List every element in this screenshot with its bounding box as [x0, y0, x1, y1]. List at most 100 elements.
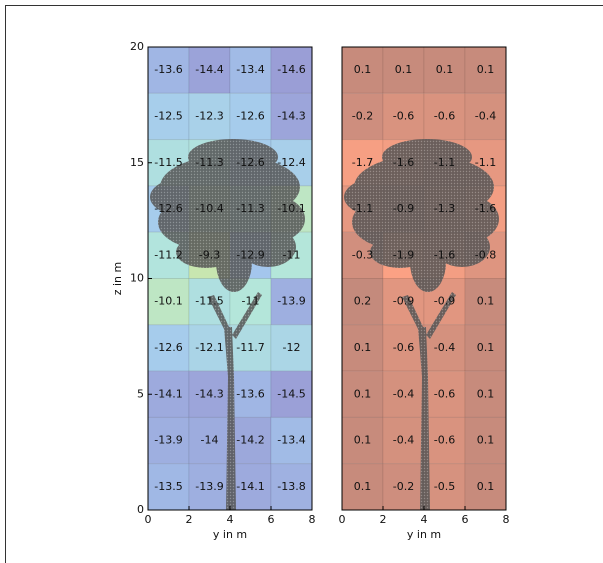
cell-label: -0.6 [393, 341, 414, 354]
heatmap-cell [188, 46, 231, 94]
cell-label: -0.6 [434, 109, 455, 122]
cell-label: -1.1 [352, 202, 373, 215]
cell-label: -0.6 [434, 434, 455, 447]
heatmap-cell [270, 463, 313, 511]
cell-label: -0.4 [393, 387, 414, 400]
cell-label: -1.6 [393, 156, 414, 169]
cell-label: -14.4 [195, 63, 223, 76]
cell-label: -14.6 [277, 63, 305, 76]
cell-label: -14.2 [236, 434, 264, 447]
heatmap-cell [464, 278, 507, 326]
cell-label: -12.1 [195, 341, 223, 354]
x-axis-label: y in m [213, 528, 247, 541]
heatmap-cell [464, 416, 507, 465]
cell-label: -13.8 [277, 480, 305, 493]
cell-label: -1.9 [393, 248, 414, 261]
heatmap-cell [464, 324, 507, 372]
heatmap-cell [341, 278, 384, 326]
x-tick-label: 2 [186, 513, 193, 526]
cell-label: 0.1 [354, 434, 372, 447]
cell-label: 0.1 [354, 480, 372, 493]
heatmap-cell [147, 278, 190, 326]
heatmap-cell [464, 370, 507, 418]
heatmap-cell [147, 370, 190, 418]
frame [5, 5, 603, 563]
cell-label: -13.4 [236, 63, 264, 76]
cell-label: 0.1 [477, 63, 495, 76]
cell-label: -12.4 [277, 156, 305, 169]
cell-label: -0.9 [434, 295, 455, 308]
cell-label: -13.6 [236, 387, 264, 400]
cell-label: -12 [283, 341, 301, 354]
cell-label: -13.9 [154, 434, 182, 447]
y-tick-label: 0 [137, 503, 144, 516]
cell-label: 0.1 [395, 63, 413, 76]
heatmap-cell [341, 463, 384, 511]
cell-label: -1.6 [434, 248, 455, 261]
cell-label: -10.1 [154, 295, 182, 308]
heatmap-cell [147, 324, 190, 372]
y-axis-label: z in m [111, 262, 124, 296]
cell-label: -11.5 [195, 295, 223, 308]
x-tick-label: 8 [503, 513, 510, 526]
heatmap-cell [341, 324, 384, 372]
cell-label: -1.3 [434, 202, 455, 215]
cell-label: -14.3 [277, 109, 305, 122]
heatmap-cell [382, 46, 425, 94]
heatmap-cell [341, 416, 384, 465]
cell-label: 0.1 [477, 341, 495, 354]
cell-label: -11.2 [154, 248, 182, 261]
panels: -13.6 -14.4 -13.4 -14.6 -12.5 -12.3 -12.6 -14.3… [111, 40, 510, 541]
heatmap-cell [270, 416, 313, 465]
heatmap-cell [341, 46, 384, 94]
cell-label: 0.1 [436, 63, 454, 76]
cell-label: -12.6 [236, 156, 264, 169]
cell-label: -9.3 [199, 248, 220, 261]
cell-label: -0.8 [475, 248, 496, 261]
cell-label: -10.1 [277, 202, 305, 215]
x-tick-label: 2 [380, 513, 387, 526]
cell-label: -1.1 [434, 156, 455, 169]
cell-label: -14.1 [236, 480, 264, 493]
heatmap-cell [341, 370, 384, 418]
cell-label: -14.1 [154, 387, 182, 400]
cell-label: -0.9 [393, 295, 414, 308]
cell-label: -12.3 [195, 109, 223, 122]
cell-label: -14.3 [195, 387, 223, 400]
heatmap-cell [270, 324, 313, 372]
cell-label: -0.6 [434, 387, 455, 400]
cell-label: 0.1 [354, 387, 372, 400]
cell-label: -1.1 [475, 156, 496, 169]
cell-label: 0.1 [477, 295, 495, 308]
cell-label: -0.9 [393, 202, 414, 215]
heatmap-cell [188, 324, 231, 372]
heatmap-cell [382, 324, 425, 372]
heatmap-cell [229, 416, 272, 465]
cell-label: -14 [201, 434, 219, 447]
cell-label: -0.6 [393, 109, 414, 122]
x-tick-label: 6 [462, 513, 469, 526]
cell-label: -11 [242, 295, 260, 308]
cell-label: -0.5 [434, 480, 455, 493]
cell-label: 0.1 [477, 480, 495, 493]
heatmap-cell [188, 370, 231, 418]
cell-label: -13.6 [154, 63, 182, 76]
cell-label: -14.5 [277, 387, 305, 400]
cell-label: -0.4 [393, 434, 414, 447]
cell-label: -13.9 [195, 480, 223, 493]
x-tick-label: 4 [421, 513, 428, 526]
cell-label: -0.4 [434, 341, 455, 354]
y-tick-label: 10 [130, 272, 144, 285]
cell-label: -11.3 [236, 202, 264, 215]
x-tick-label: 0 [339, 513, 346, 526]
y-tick-label: 15 [130, 156, 144, 169]
cell-label: -13.4 [277, 434, 305, 447]
heatmap-cell [270, 92, 313, 141]
cell-label: -11 [283, 248, 301, 261]
x-tick-label: 4 [227, 513, 234, 526]
cell-label: -0.2 [393, 480, 414, 493]
cell-label: 0.1 [354, 341, 372, 354]
cell-label: -13.9 [277, 295, 305, 308]
cell-label: 0.1 [477, 387, 495, 400]
